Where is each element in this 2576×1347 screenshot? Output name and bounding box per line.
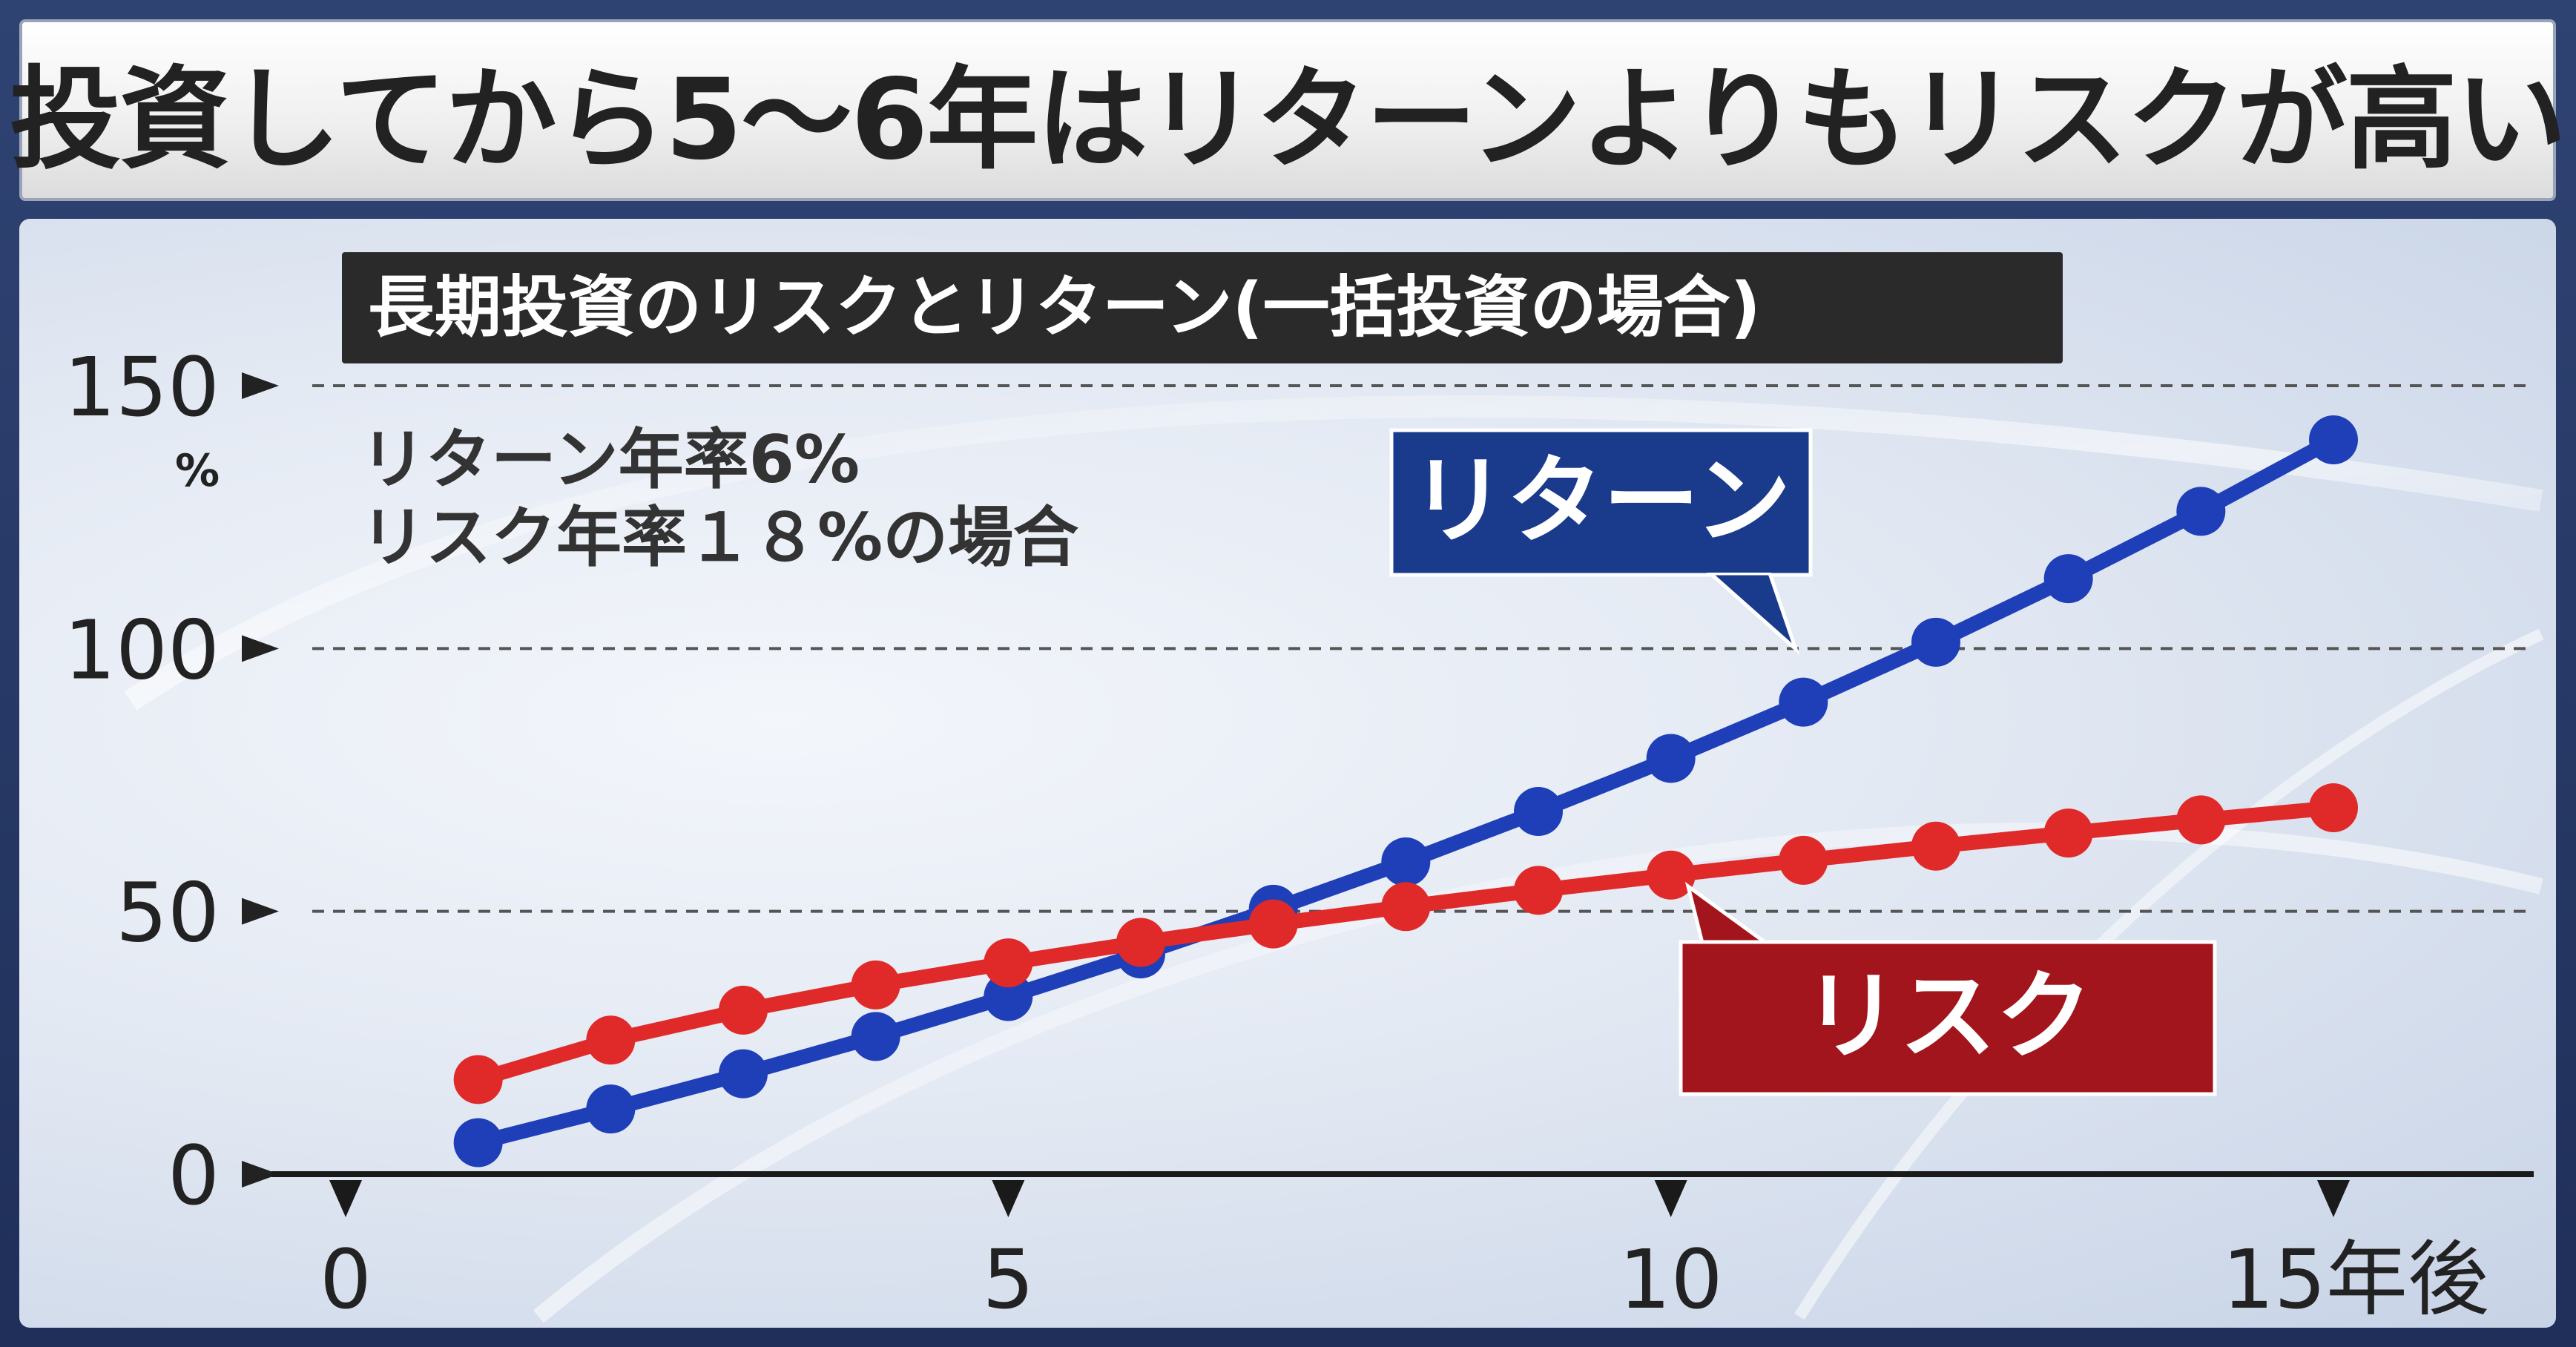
data-point-risk-6 [1116, 918, 1165, 967]
data-point-risk-2 [586, 1015, 636, 1065]
series-label-risk: リスク [1803, 960, 2092, 1073]
data-point-return-2 [586, 1084, 636, 1134]
data-point-risk-5 [984, 938, 1033, 988]
data-point-return-15 [2309, 415, 2358, 464]
data-point-risk-11 [1779, 835, 1828, 885]
data-point-risk-14 [2176, 795, 2226, 845]
series-label-pointer-return [1705, 571, 1800, 656]
data-point-risk-15 [2309, 783, 2358, 833]
chart-subtitle: 長期投資のリスクとリターン(一括投資の場合) [368, 269, 1761, 346]
y-tick-label-50: 50 [116, 866, 220, 961]
y-tick-label-0: 0 [168, 1128, 220, 1223]
y-unit-label: % [175, 445, 220, 497]
data-point-risk-10 [1646, 850, 1696, 900]
data-point-risk-1 [453, 1055, 503, 1104]
x-tick-label-10: 10 [1619, 1232, 1723, 1327]
data-point-return-13 [2043, 554, 2093, 604]
x-tick-marker-10 [1654, 1180, 1687, 1217]
series-label-pointer-risk [1684, 881, 1776, 948]
data-point-return-8 [1381, 837, 1431, 887]
series-label-fill-return [1394, 432, 1808, 573]
data-point-risk-12 [1911, 821, 1960, 871]
note-line-1: リターン年率6% [360, 421, 860, 498]
line-chart: 長期投資のリスクとリターン(一括投資の場合) リターン年率6% リスク年率１８%… [64, 252, 2544, 1327]
data-point-return-9 [1514, 787, 1563, 837]
data-point-return-3 [719, 1049, 768, 1099]
x-tick-label-15: 15年後 [2222, 1232, 2489, 1327]
y-tick-marker-150 [242, 372, 279, 399]
series-label-box-risk [1679, 940, 2217, 1096]
data-point-return-11 [1779, 677, 1828, 727]
data-point-risk-3 [719, 985, 768, 1035]
y-tick-marker-100 [242, 635, 279, 662]
data-point-return-5 [984, 972, 1033, 1021]
series-lines [453, 415, 2358, 1167]
y-tick-label-100: 100 [64, 602, 220, 697]
data-point-risk-9 [1514, 866, 1563, 915]
series-label-return: リターン [1410, 444, 1791, 557]
background-swirls [124, 395, 2544, 1323]
data-point-return-1 [453, 1118, 503, 1167]
y-tick-label-150: 150 [64, 340, 220, 435]
x-tick-label-5: 5 [982, 1232, 1034, 1327]
data-point-risk-4 [851, 960, 900, 1010]
x-tick-marker-15 [2317, 1180, 2350, 1217]
subtitle-box [342, 252, 2063, 363]
data-point-return-12 [1911, 617, 1960, 667]
x-tick-marker-0 [329, 1180, 362, 1217]
chart-panel: 長期投資のリスクとリターン(一括投資の場合) リターン年率6% リスク年率１８%… [19, 219, 2556, 1328]
data-point-return-14 [2176, 487, 2226, 536]
data-point-return-4 [851, 1012, 900, 1061]
title-bar: 投資してから5～6年はリターンよりもリスクが高い [10, 19, 2567, 201]
data-point-risk-13 [2043, 808, 2093, 858]
note-line-2: リスク年率１８%の場合 [360, 499, 1078, 576]
axes: 0 50 100 150 0 5 10 15年後 [64, 340, 2534, 1327]
x-tick-marker-5 [992, 1180, 1025, 1217]
y-tick-marker-50 [242, 898, 279, 925]
data-point-return-10 [1646, 734, 1696, 783]
x-tick-label-0: 0 [320, 1232, 372, 1327]
data-point-risk-8 [1381, 882, 1431, 932]
y-tick-marker-0 [242, 1161, 279, 1188]
data-point-risk-7 [1248, 899, 1298, 949]
page-title: 投資してから5～6年はリターンよりもリスクが高い [10, 56, 2567, 185]
